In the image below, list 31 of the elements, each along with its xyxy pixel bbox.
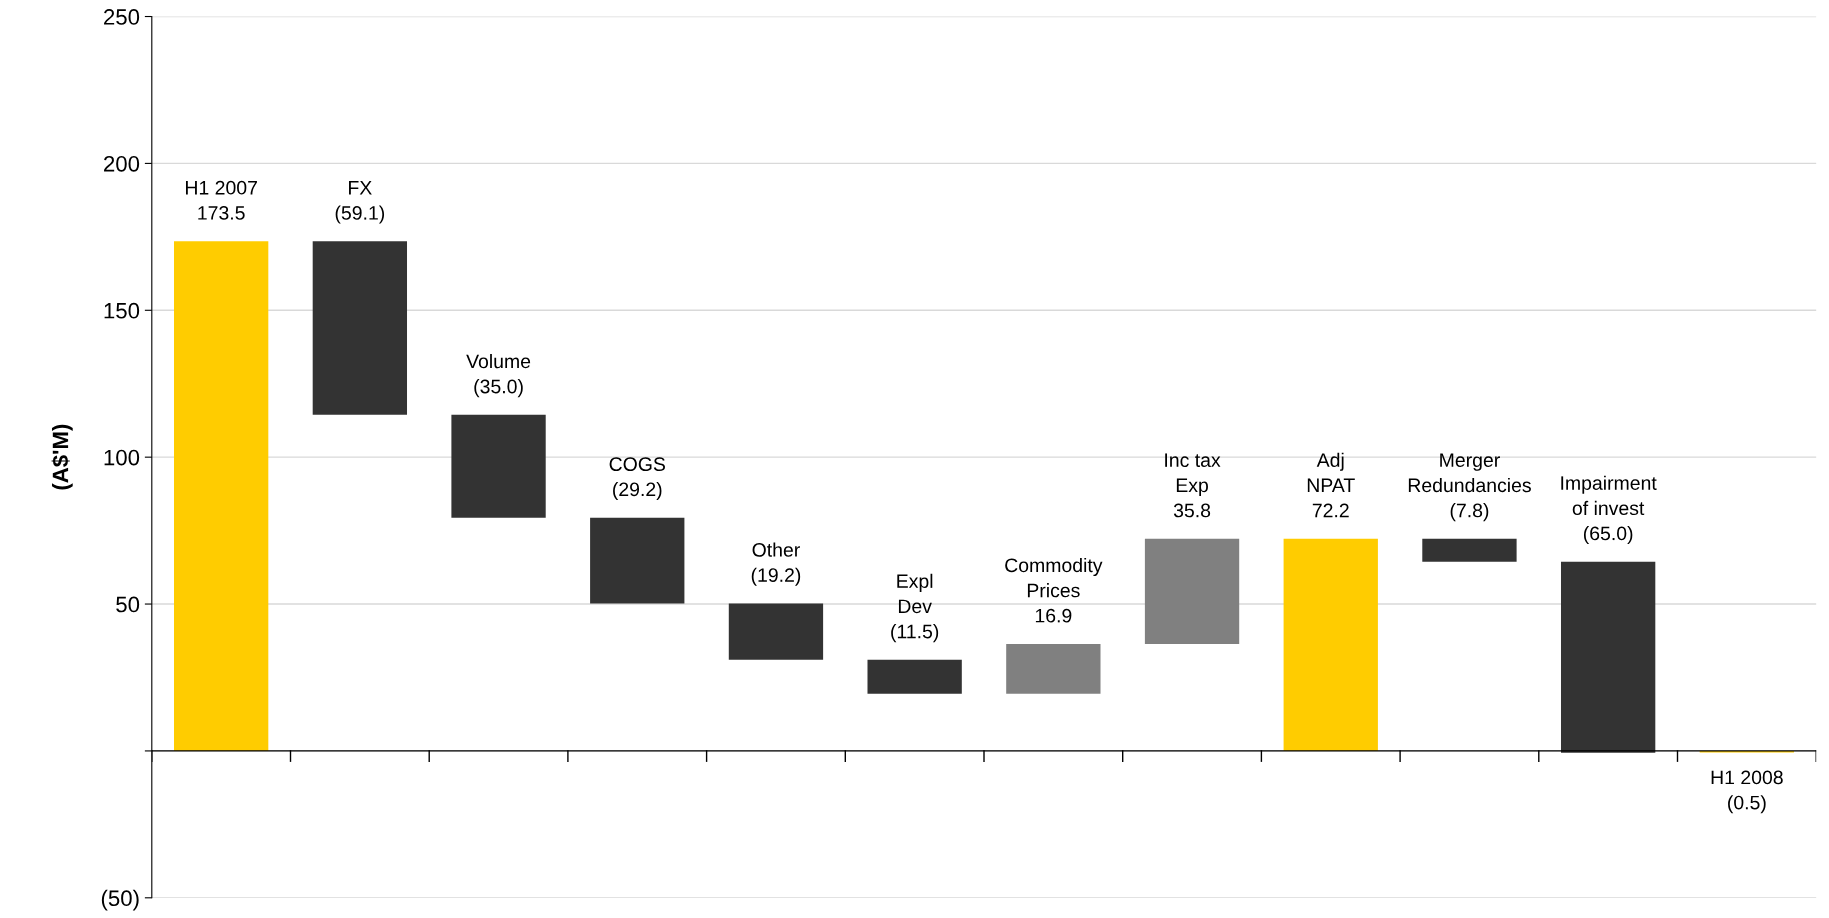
data-label: (35.0): [474, 379, 523, 398]
data-label: 35.8: [1173, 503, 1211, 518]
data-label: (11.5): [891, 624, 939, 643]
data-label: (29.2): [613, 481, 662, 501]
y-tick-label: 200: [104, 155, 140, 172]
x-tick-label: Impairment of invest: [1561, 475, 1657, 516]
x-tick-label: Commodity Prices: [1005, 557, 1103, 598]
y-tick-label: 250: [104, 9, 140, 25]
y-tick-label: 150: [104, 302, 140, 319]
x-tick-label: COGS: [609, 457, 665, 472]
data-label: (0.5): [1728, 795, 1766, 814]
data-label: 173.5: [198, 206, 245, 220]
x-tick-label: FX: [349, 181, 372, 195]
data-label: (19.2): [751, 567, 801, 586]
data-label: (59.1): [335, 205, 385, 224]
x-tick-label: Volume: [466, 353, 531, 369]
x-tick-label: H1 2008: [1711, 770, 1783, 785]
data-label: (7.8): [1450, 503, 1489, 522]
y-axis-title: (A$'M): [51, 424, 73, 490]
y-tick-label: 50: [116, 596, 140, 613]
x-tick-label: Expl Dev: [897, 573, 933, 614]
x-tick-label: Adj NPAT: [1307, 452, 1355, 492]
data-label: (65.0): [1583, 525, 1633, 545]
y-tick-label: 100: [104, 449, 140, 466]
x-tick-label: Inc tax Exp: [1165, 453, 1221, 497]
data-label: 16.9: [1035, 608, 1072, 623]
x-tick-label: H1 2007: [186, 180, 257, 195]
data-label: 72.2: [1312, 503, 1349, 518]
x-tick-label: Other: [752, 542, 800, 557]
x-tick-label: Merger Redundancies: [1408, 453, 1531, 493]
y-tick-label: (50): [101, 889, 139, 911]
